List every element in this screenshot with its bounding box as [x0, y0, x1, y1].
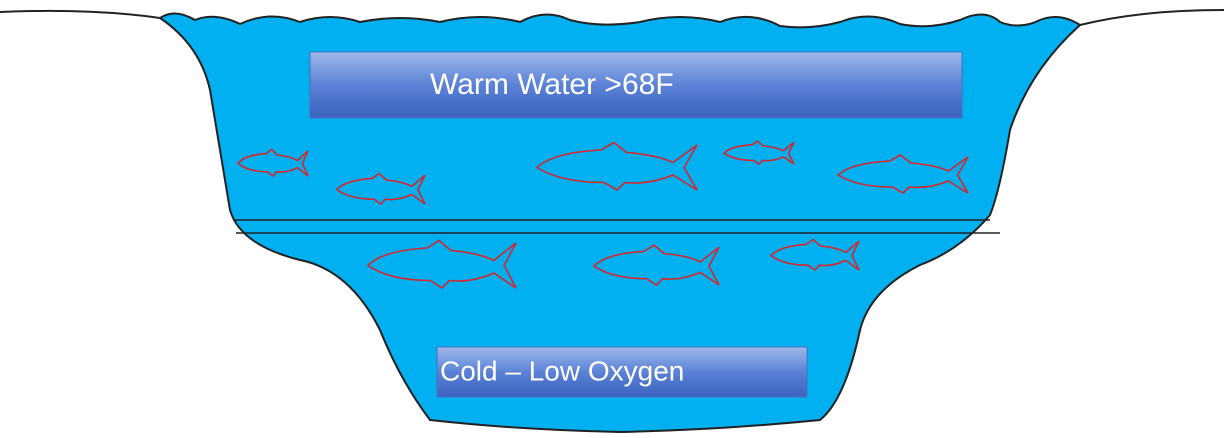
ground-line [0, 9, 1224, 26]
cold-label: Cold – Low Oxygen [440, 355, 684, 386]
warm-box [309, 51, 963, 119]
cold-box [436, 346, 808, 398]
warm-label: Warm Water >68F [430, 68, 674, 101]
